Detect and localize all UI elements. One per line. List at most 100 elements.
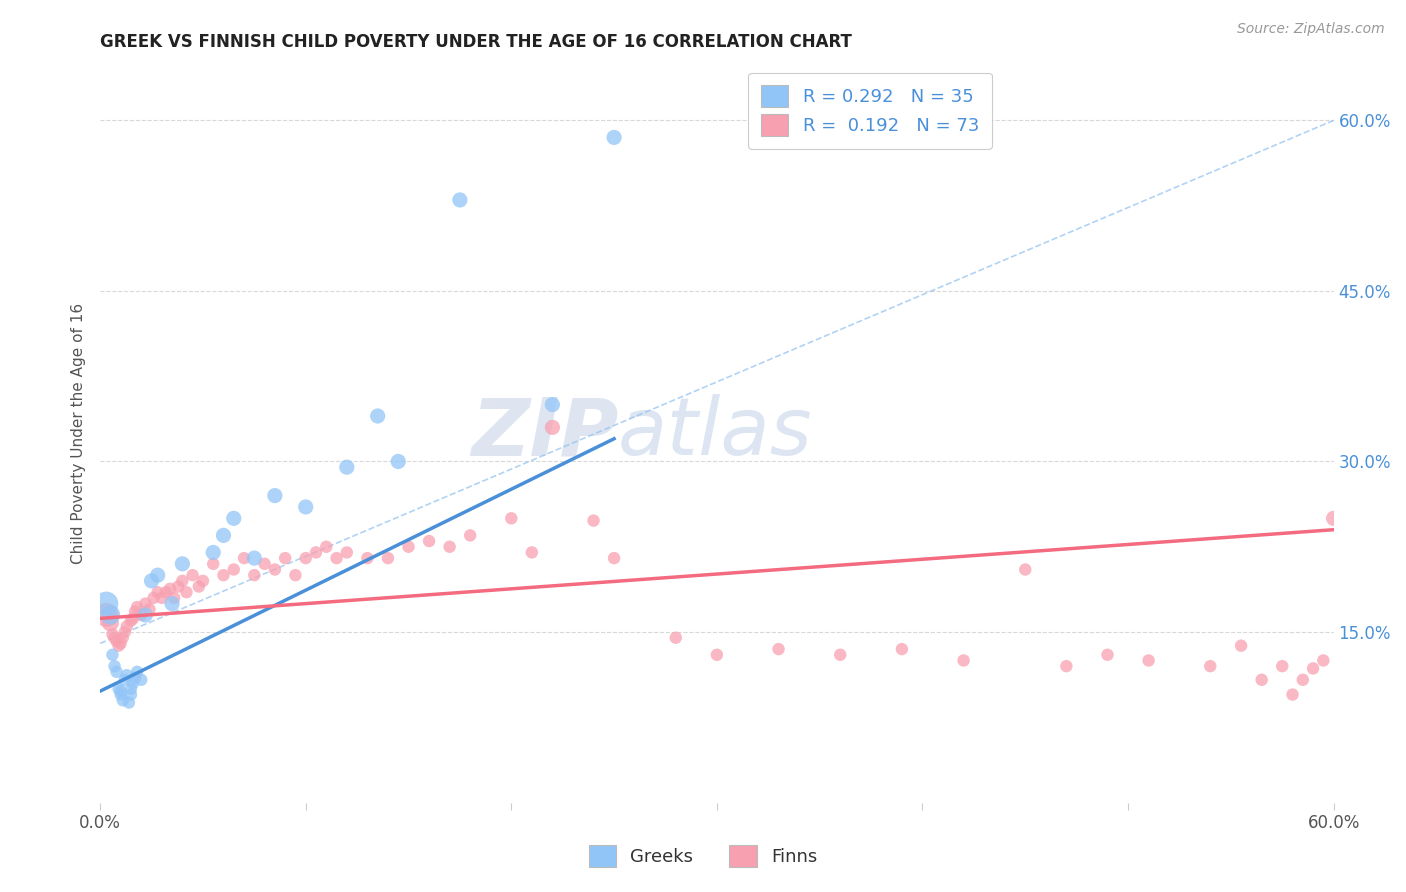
Point	[449, 193, 471, 207]
Point	[367, 409, 389, 423]
Point	[439, 540, 461, 554]
Point	[146, 568, 169, 582]
Point	[1250, 673, 1272, 687]
Point	[212, 528, 235, 542]
Point	[890, 642, 912, 657]
Point	[96, 597, 118, 611]
Point	[520, 545, 543, 559]
Point	[100, 615, 122, 630]
Point	[138, 602, 160, 616]
Point	[118, 696, 141, 710]
Point	[1014, 562, 1036, 576]
Point	[134, 597, 156, 611]
Point	[222, 562, 245, 576]
Point	[159, 582, 181, 596]
Point	[155, 585, 177, 599]
Point	[1230, 639, 1253, 653]
Point	[120, 614, 142, 628]
Point	[830, 648, 852, 662]
Point	[111, 693, 134, 707]
Point	[100, 607, 122, 622]
Point	[1271, 659, 1294, 673]
Point	[294, 551, 316, 566]
Point	[284, 568, 307, 582]
Point	[146, 585, 169, 599]
Point	[172, 574, 194, 588]
Point	[107, 639, 129, 653]
Point	[418, 534, 440, 549]
Point	[202, 545, 225, 559]
Point	[141, 574, 163, 588]
Point	[356, 551, 378, 566]
Point	[129, 607, 152, 622]
Point	[458, 528, 481, 542]
Point	[124, 671, 146, 685]
Point	[541, 398, 564, 412]
Point	[264, 489, 287, 503]
Point	[124, 605, 146, 619]
Point	[387, 454, 409, 468]
Point	[1137, 653, 1160, 667]
Point	[768, 642, 790, 657]
Point	[952, 653, 974, 667]
Point	[202, 557, 225, 571]
Point	[582, 514, 605, 528]
Point	[1312, 653, 1334, 667]
Point	[212, 568, 235, 582]
Y-axis label: Child Poverty Under the Age of 16: Child Poverty Under the Age of 16	[72, 302, 86, 564]
Point	[233, 551, 256, 566]
Text: atlas: atlas	[619, 394, 813, 472]
Point	[163, 591, 186, 605]
Point	[101, 648, 124, 662]
Point	[103, 659, 125, 673]
Point	[110, 636, 132, 650]
Point	[101, 627, 124, 641]
Point	[167, 580, 190, 594]
Point	[176, 585, 198, 599]
Point	[142, 591, 165, 605]
Point	[187, 580, 209, 594]
Point	[107, 681, 129, 696]
Point	[253, 557, 276, 571]
Point	[103, 631, 125, 645]
Point	[336, 460, 359, 475]
Point	[264, 562, 287, 576]
Point	[222, 511, 245, 525]
Point	[181, 568, 204, 582]
Point	[191, 574, 214, 588]
Point	[110, 684, 132, 698]
Legend: Greeks, Finns: Greeks, Finns	[582, 838, 824, 874]
Point	[603, 130, 626, 145]
Point	[274, 551, 297, 566]
Point	[1323, 511, 1346, 525]
Point	[122, 676, 145, 690]
Point	[243, 551, 266, 566]
Point	[706, 648, 728, 662]
Point	[541, 420, 564, 434]
Point	[120, 688, 142, 702]
Point	[150, 591, 173, 605]
Point	[127, 600, 149, 615]
Point	[120, 681, 142, 696]
Text: GREEK VS FINNISH CHILD POVERTY UNDER THE AGE OF 16 CORRELATION CHART: GREEK VS FINNISH CHILD POVERTY UNDER THE…	[100, 33, 852, 51]
Point	[243, 568, 266, 582]
Point	[1199, 659, 1222, 673]
Point	[1054, 659, 1077, 673]
Point	[1292, 673, 1315, 687]
Point	[1302, 661, 1324, 675]
Point	[96, 607, 118, 622]
Legend: R = 0.292   N = 35, R =  0.192   N = 73: R = 0.292 N = 35, R = 0.192 N = 73	[748, 72, 991, 149]
Point	[115, 619, 138, 633]
Point	[129, 673, 152, 687]
Point	[115, 668, 138, 682]
Point	[1097, 648, 1119, 662]
Point	[336, 545, 359, 559]
Point	[315, 540, 337, 554]
Point	[110, 688, 132, 702]
Point	[325, 551, 347, 566]
Point	[294, 500, 316, 514]
Point	[665, 631, 688, 645]
Point	[305, 545, 328, 559]
Point	[114, 673, 136, 687]
Point	[105, 665, 128, 679]
